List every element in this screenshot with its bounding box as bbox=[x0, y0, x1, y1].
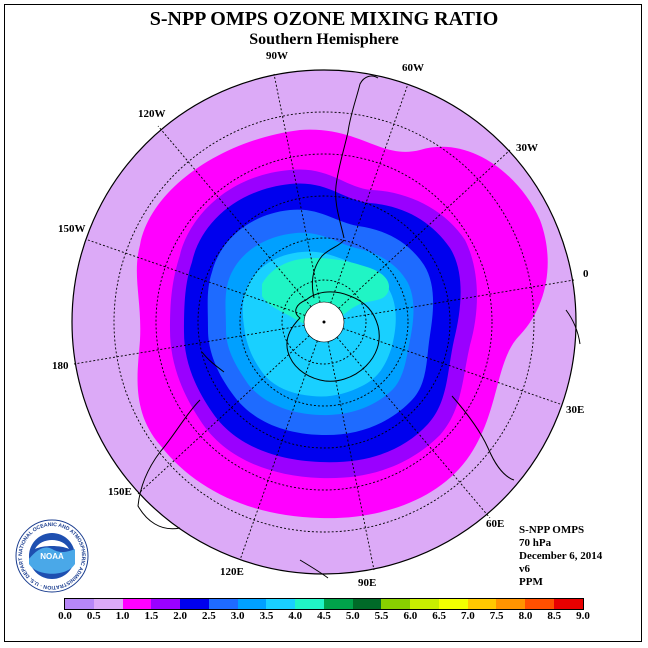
colorbar-swatch bbox=[266, 599, 296, 609]
madagascar-fragment bbox=[565, 309, 581, 345]
colorbar-swatch bbox=[438, 599, 468, 609]
noaa-logo-text: NOAA bbox=[40, 552, 64, 561]
lon-label-60w: 60W bbox=[402, 62, 424, 74]
colorbar-swatch bbox=[525, 599, 555, 609]
colorbar-swatch bbox=[208, 599, 238, 609]
info-panel: S-NPP OMPS 70 hPa December 6, 2014 v6 PP… bbox=[519, 524, 602, 589]
colorbar-tick-label: 5.5 bbox=[374, 610, 389, 622]
colorbar-swatch bbox=[467, 599, 497, 609]
lon-label-0: 0 bbox=[583, 268, 589, 280]
graticule bbox=[73, 73, 575, 571]
map-subtitle: Southern Hemisphere bbox=[249, 31, 399, 48]
colorbar-swatch bbox=[352, 599, 382, 609]
colorbar-swatch bbox=[381, 599, 411, 609]
colorbar-swatch bbox=[410, 599, 439, 609]
info-date: December 6, 2014 bbox=[519, 550, 603, 562]
colorbar-swatch bbox=[554, 599, 583, 609]
info-version: v6 bbox=[519, 563, 530, 575]
colorbar-tick-label: 5.0 bbox=[345, 610, 360, 622]
colorbar-swatch bbox=[65, 599, 94, 609]
info-instrument: S-NPP OMPS bbox=[519, 524, 585, 536]
lon-label-150w: 150W bbox=[58, 223, 86, 235]
colorbar-tick-label: 4.5 bbox=[317, 610, 331, 622]
colorbar-tick-label: 1.0 bbox=[115, 610, 130, 622]
lon-label-30e: 30E bbox=[566, 404, 585, 416]
south-america bbox=[335, 75, 379, 239]
colorbar-tick-label: 0.5 bbox=[86, 610, 101, 622]
lon-label-30w: 30W bbox=[516, 142, 538, 154]
noaa-logo: NATIONAL OCEANIC AND ATMOSPHERIC ADMINIS… bbox=[15, 519, 89, 593]
colorbar-tick-label: 6.0 bbox=[403, 610, 418, 622]
colorbar-tick-label: 8.5 bbox=[547, 610, 562, 622]
colorbar-tick-label: 2.5 bbox=[202, 610, 216, 622]
lon-label-60e: 60E bbox=[486, 518, 505, 530]
lon-label-180: 180 bbox=[52, 360, 69, 372]
colorbar-tick-label: 2.0 bbox=[173, 610, 187, 622]
colorbar-tick-label: 9.0 bbox=[576, 610, 590, 622]
south-pole-marker bbox=[322, 320, 326, 324]
lon-label-90w: 90W bbox=[266, 50, 288, 62]
map-boundary bbox=[71, 69, 577, 575]
colorbar-swatch bbox=[122, 599, 152, 609]
australia bbox=[137, 399, 201, 530]
antarctica-coast bbox=[286, 291, 380, 382]
lon-label-90e: 90E bbox=[358, 577, 377, 589]
new-zealand bbox=[201, 351, 225, 373]
map-title: S-NPP OMPS OZONE MIXING RATIO bbox=[149, 8, 499, 30]
figure-frame bbox=[4, 4, 642, 642]
colorbar-swatch bbox=[323, 599, 353, 609]
colorbar bbox=[64, 598, 584, 610]
colorbar-swatch bbox=[151, 599, 181, 609]
colorbar-swatch bbox=[93, 599, 123, 609]
colorbar-tick-label: 8.0 bbox=[518, 610, 533, 622]
colorbar-tick-label: 6.5 bbox=[432, 610, 446, 622]
colorbar-swatch bbox=[295, 599, 324, 609]
colorbar-swatch bbox=[496, 599, 526, 609]
colorbar-tick-label: 0.0 bbox=[58, 610, 72, 622]
colorbar-tick-label: 7.0 bbox=[461, 610, 475, 622]
mainland-asia-fragment bbox=[299, 559, 329, 579]
africa bbox=[451, 395, 515, 481]
info-pressure-level: 70 hPa bbox=[519, 537, 552, 549]
colorbar-swatch bbox=[237, 599, 267, 609]
colorbar-tick-label: 3.0 bbox=[230, 610, 245, 622]
colorbar-tick-label: 4.0 bbox=[288, 610, 303, 622]
lon-label-120e: 120E bbox=[220, 566, 244, 578]
colorbar-tick-label: 3.5 bbox=[259, 610, 274, 622]
info-units: PPM bbox=[519, 576, 543, 588]
colorbar-tick-label: 7.5 bbox=[489, 610, 504, 622]
antarctic-peninsula bbox=[311, 239, 345, 299]
coastlines bbox=[137, 75, 581, 579]
colorbar-swatch bbox=[180, 599, 209, 609]
colorbar-tick-label: 1.5 bbox=[144, 610, 159, 622]
lon-label-150e: 150E bbox=[108, 486, 132, 498]
lon-label-120w: 120W bbox=[138, 108, 166, 120]
